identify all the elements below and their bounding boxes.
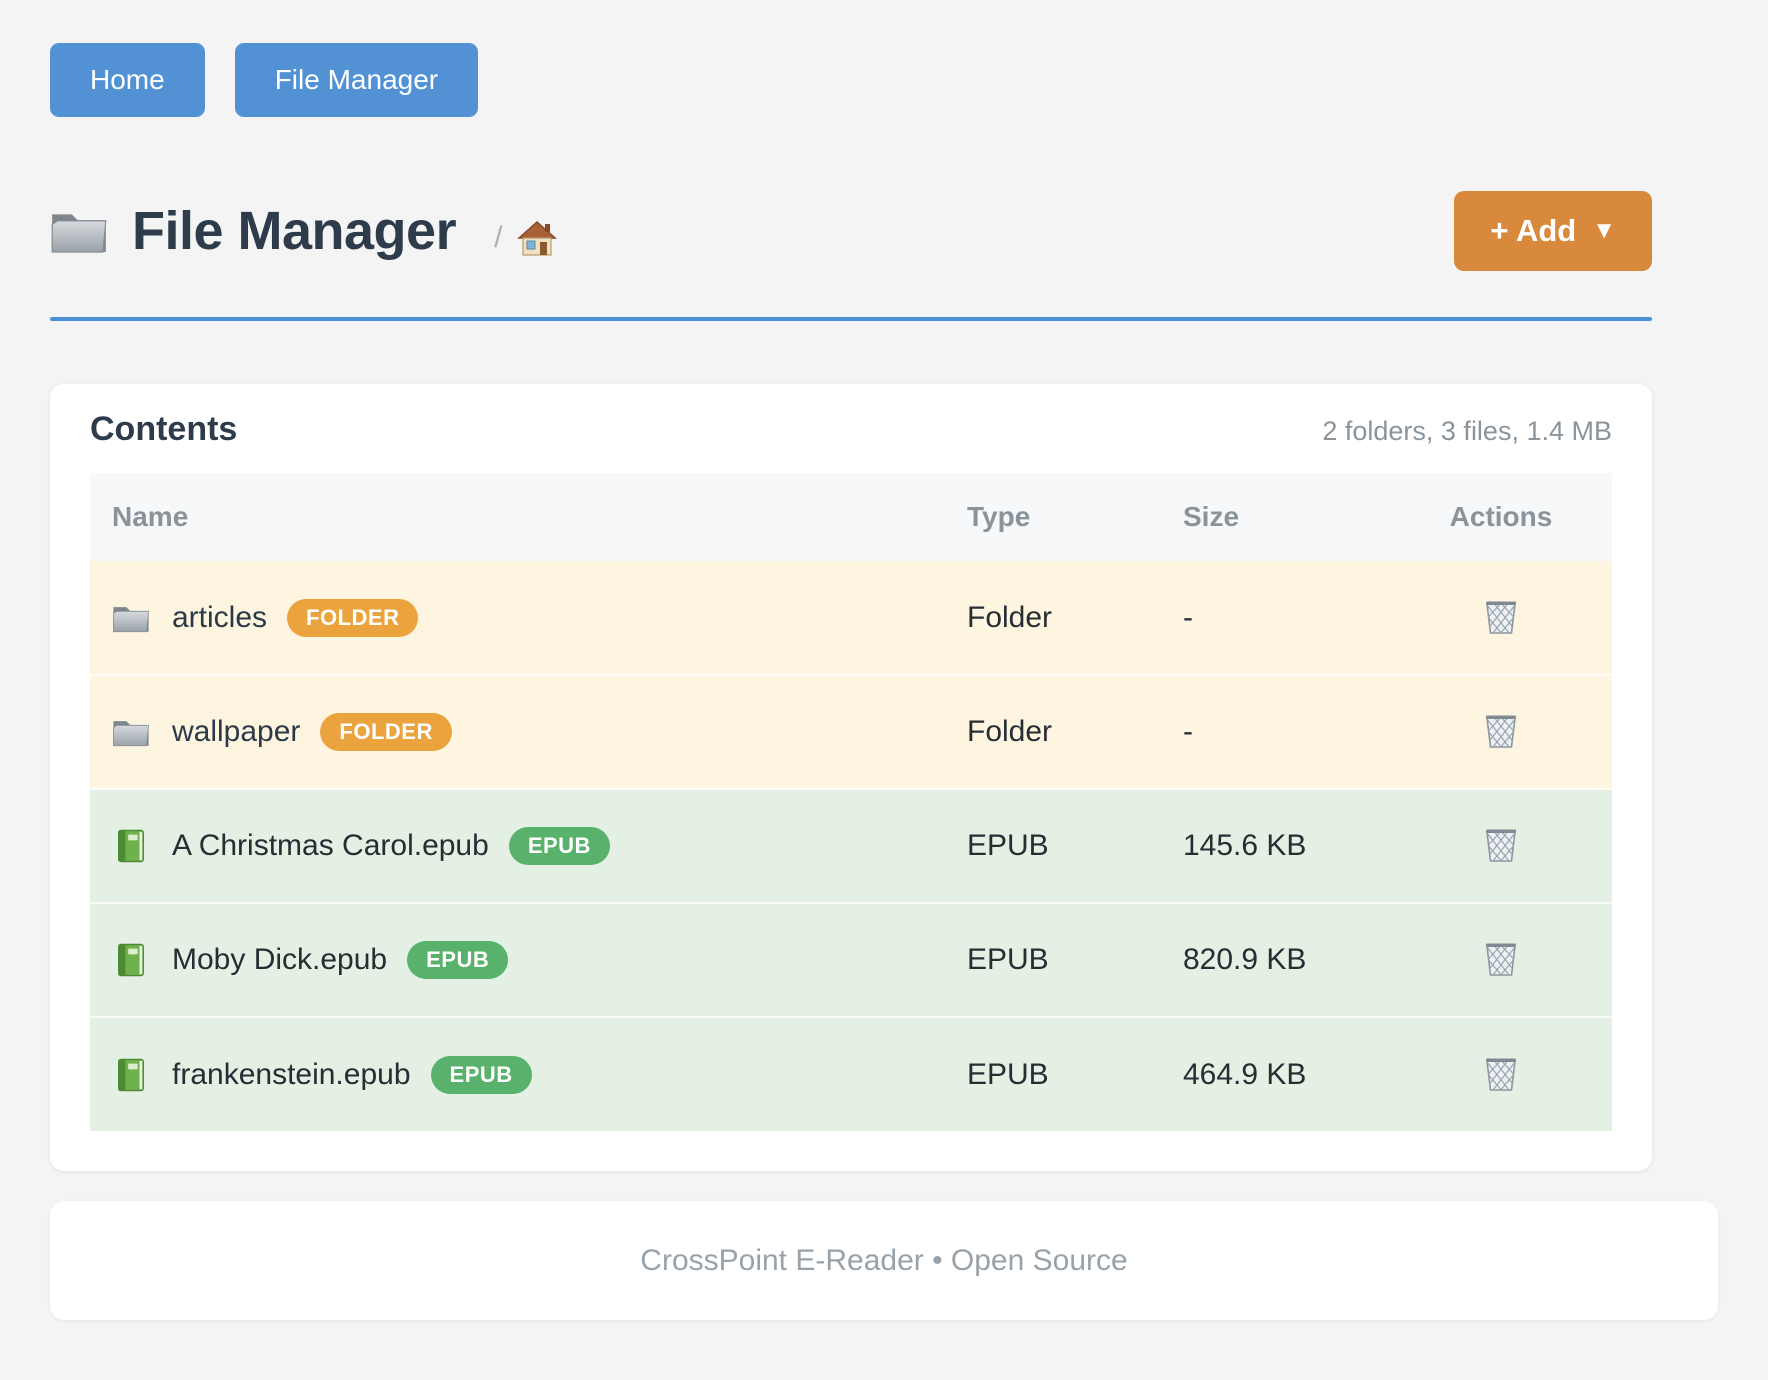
delete-button[interactable]	[1479, 935, 1523, 984]
home-button[interactable]: Home	[50, 43, 205, 117]
delete-button[interactable]	[1479, 593, 1523, 642]
contents-summary: 2 folders, 3 files, 1.4 MB	[1322, 416, 1612, 446]
item-type: EPUB	[945, 902, 1161, 1017]
top-nav: Home File Manager	[50, 0, 1652, 117]
delete-button[interactable]	[1479, 707, 1523, 756]
add-button[interactable]: + Add ▼	[1454, 191, 1652, 271]
item-size: 820.9 KB	[1161, 902, 1390, 1017]
book-icon	[112, 1058, 150, 1092]
table-row: wallpaper FOLDER Folder -	[90, 674, 1612, 789]
table-row: articles FOLDER Folder -	[90, 561, 1612, 675]
item-size: 145.6 KB	[1161, 788, 1390, 903]
book-icon	[112, 943, 150, 977]
epub-badge: EPUB	[407, 941, 509, 979]
folder-icon	[112, 715, 150, 749]
breadcrumb-separator: /	[494, 221, 503, 254]
contents-card-header: Contents 2 folders, 3 files, 1.4 MB	[90, 410, 1612, 449]
file-manager-button[interactable]: File Manager	[234, 43, 479, 117]
trash-icon	[1483, 825, 1519, 863]
item-name[interactable]: A Christmas Carol.epub	[172, 829, 489, 862]
item-size: -	[1161, 561, 1390, 675]
trash-icon	[1483, 939, 1519, 977]
column-header-name: Name	[112, 501, 189, 532]
title-divider	[50, 317, 1652, 321]
table-row: frankenstein.epub EPUB EPUB 464.9 KB	[90, 1016, 1612, 1131]
trash-icon	[1483, 711, 1519, 749]
column-header-actions: Actions	[1449, 501, 1553, 532]
table-row: A Christmas Carol.epub EPUB EPUB 145.6 K…	[90, 788, 1612, 903]
item-name[interactable]: articles	[172, 600, 268, 634]
item-name[interactable]: frankenstein.epub	[172, 1057, 411, 1091]
item-name[interactable]: wallpaper	[172, 715, 301, 748]
item-name[interactable]: Moby Dick.epub	[172, 943, 388, 976]
folder-icon	[112, 601, 150, 635]
folder-icon	[50, 207, 108, 255]
item-size: -	[1161, 674, 1390, 789]
epub-badge: EPUB	[430, 1055, 532, 1094]
item-type: EPUB	[945, 1016, 1161, 1131]
item-type: Folder	[945, 561, 1161, 675]
add-button-label: + Add	[1490, 213, 1577, 248]
trash-icon	[1483, 1054, 1519, 1092]
epub-badge: EPUB	[508, 827, 610, 865]
column-header-size: Size	[1183, 501, 1240, 532]
contents-card: Contents 2 folders, 3 files, 1.4 MB Name…	[50, 384, 1652, 1171]
trash-icon	[1483, 597, 1519, 635]
house-icon[interactable]	[516, 218, 558, 258]
delete-button[interactable]	[1479, 1050, 1523, 1099]
file-table: Name Type Size Actions articles FOLDER F…	[90, 473, 1612, 1131]
book-icon	[112, 829, 150, 863]
column-header-type: Type	[967, 501, 1031, 532]
item-type: EPUB	[945, 788, 1161, 903]
delete-button[interactable]	[1479, 821, 1523, 870]
title-row: File Manager / + Add ▼	[50, 191, 1652, 271]
item-size: 464.9 KB	[1161, 1016, 1390, 1131]
footer: CrossPoint E-Reader • Open Source	[50, 1201, 1718, 1320]
folder-badge: FOLDER	[320, 713, 452, 751]
table-row: Moby Dick.epub EPUB EPUB 820.9 KB	[90, 902, 1612, 1017]
page-container: Home File Manager File Manager / + Add ▼…	[50, 0, 1652, 1171]
contents-heading: Contents	[90, 410, 238, 448]
item-type: Folder	[945, 674, 1161, 789]
footer-text: CrossPoint E-Reader • Open Source	[640, 1243, 1128, 1277]
chevron-down-icon: ▼	[1592, 217, 1616, 244]
breadcrumb: /	[494, 204, 558, 258]
table-header-row: Name Type Size Actions	[90, 473, 1612, 561]
page-title: File Manager	[132, 201, 457, 261]
folder-badge: FOLDER	[287, 598, 419, 637]
